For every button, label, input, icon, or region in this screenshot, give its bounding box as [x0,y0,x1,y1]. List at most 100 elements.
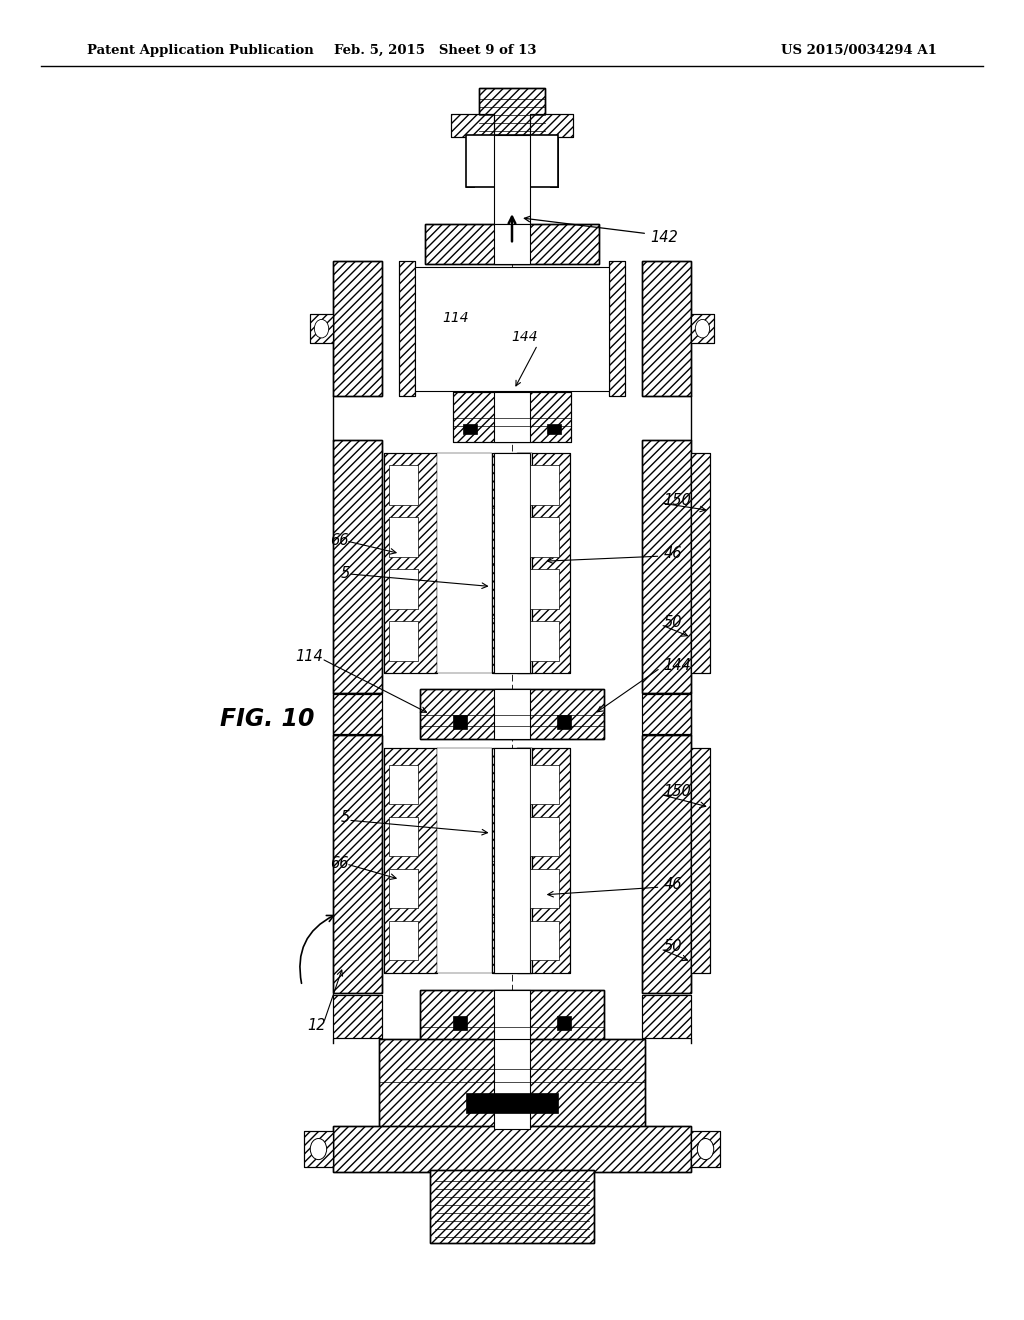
Bar [557,715,571,729]
Bar [425,224,599,264]
Circle shape [314,319,329,338]
Text: 46: 46 [664,546,682,561]
Bar [642,440,691,693]
Bar [517,748,570,973]
Bar [466,1093,558,1113]
Bar [333,735,382,993]
Bar [517,453,532,673]
Bar [466,135,474,187]
Bar [333,694,382,734]
Bar [453,715,467,729]
Bar [333,995,382,1038]
Bar [333,694,382,734]
Bar [415,267,609,391]
Bar [494,748,530,973]
Bar [389,465,418,504]
Bar [451,114,494,137]
Bar [389,869,418,908]
Bar [463,424,477,434]
Bar [420,990,604,1043]
Bar [530,517,559,557]
Bar [310,314,333,343]
Bar [420,689,604,739]
Bar [310,314,333,343]
Bar [333,1126,691,1172]
Text: 114: 114 [295,648,323,664]
Bar [430,1170,594,1243]
Bar [333,995,382,1038]
Bar [492,748,532,973]
Text: 50: 50 [664,615,682,630]
Bar [691,748,710,973]
Bar [530,569,559,609]
Bar [494,224,530,264]
Bar [642,694,691,734]
Bar [550,135,558,187]
Text: 150: 150 [664,492,691,508]
Bar [333,261,382,396]
Bar [453,1016,467,1030]
Bar [494,1039,530,1129]
Bar [399,261,415,396]
Text: 114: 114 [442,312,469,325]
Bar [530,622,559,661]
Text: 66: 66 [330,533,348,548]
Bar [425,224,599,264]
Bar [642,261,691,396]
Bar [691,453,710,673]
Bar [437,453,492,673]
Bar [550,135,558,187]
Bar [453,392,571,442]
Bar [547,424,561,434]
Text: 5: 5 [341,566,350,581]
Bar [530,921,559,961]
Bar [304,1131,333,1167]
Bar [530,465,559,504]
Bar [530,114,573,137]
Bar [530,764,559,804]
Text: 50: 50 [664,939,682,954]
Bar [384,748,437,973]
Bar [530,817,559,857]
Bar [494,689,530,739]
Bar [494,990,530,1043]
Bar [691,748,710,973]
Bar [494,453,530,673]
Bar [333,440,382,693]
Bar [642,440,691,693]
Bar [492,453,532,673]
Circle shape [697,1138,714,1160]
Bar [379,1039,645,1129]
Bar [389,764,418,804]
Text: 66: 66 [330,857,348,871]
Bar [642,995,691,1038]
Bar [466,135,558,187]
Bar [304,1131,333,1167]
Bar [399,261,415,396]
Text: 46: 46 [664,876,682,892]
Bar [642,735,691,993]
Bar [530,114,573,137]
Text: FIG. 10: FIG. 10 [220,708,314,731]
Bar [517,453,570,673]
Bar [479,88,545,139]
Text: US 2015/0034294 A1: US 2015/0034294 A1 [781,44,937,57]
Bar [557,1016,571,1030]
Bar [437,748,492,973]
Bar [642,261,691,396]
Bar [492,748,532,973]
Bar [333,261,382,396]
Text: 12: 12 [307,1018,326,1034]
Bar [384,748,437,973]
Bar [517,453,570,673]
Bar [609,261,625,396]
Bar [530,869,559,908]
Bar [389,622,418,661]
Bar [492,453,532,673]
Bar [691,314,714,343]
Bar [453,392,571,442]
Bar [384,453,437,673]
Text: Feb. 5, 2015   Sheet 9 of 13: Feb. 5, 2015 Sheet 9 of 13 [334,44,537,57]
Bar [333,440,382,693]
Bar [333,1126,691,1172]
